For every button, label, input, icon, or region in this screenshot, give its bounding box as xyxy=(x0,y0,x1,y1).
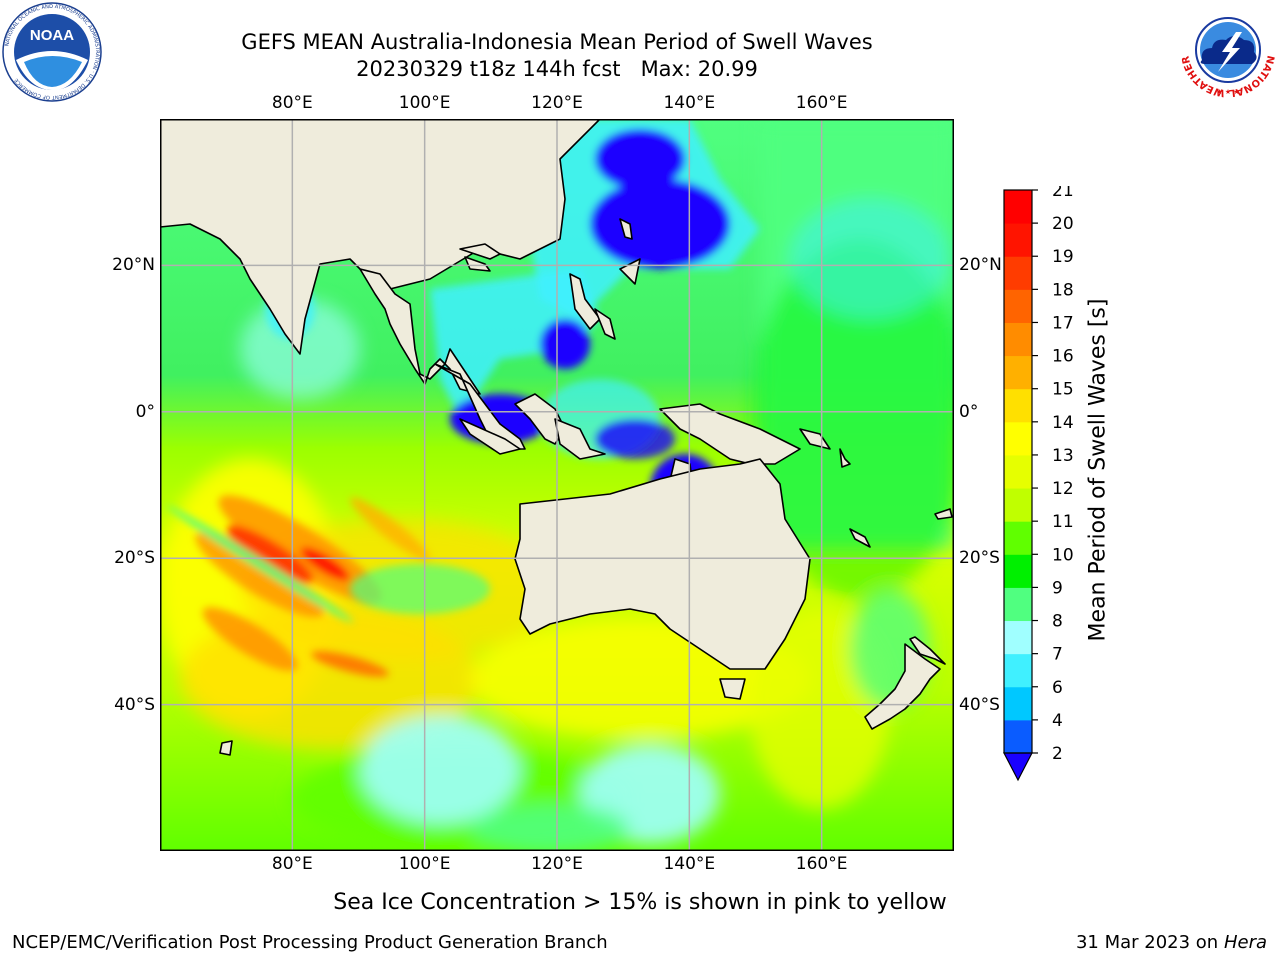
colorbar-bin xyxy=(1004,686,1032,721)
colorbar-bin xyxy=(1004,421,1032,456)
lat-tick-right: 20°N xyxy=(959,255,1002,276)
colorbar-tick-label: 2 xyxy=(1052,744,1063,764)
lat-tick-right: 40°S xyxy=(959,694,1000,715)
lat-tick-right: 0° xyxy=(959,401,979,422)
colorbar-tick-label: 16 xyxy=(1052,347,1074,367)
colorbar-tick-label: 11 xyxy=(1052,512,1074,532)
colorbar-bin xyxy=(1004,554,1032,588)
colorbar-tick-label: 17 xyxy=(1052,313,1074,333)
lat-tick-left: 20°N xyxy=(112,255,155,276)
lat-tick-left: 40°S xyxy=(114,694,155,715)
colorbar-tick-label: 7 xyxy=(1052,645,1063,665)
colorbar-tick-label: 13 xyxy=(1052,446,1074,466)
colorbar: 2 4 6 7 8 9 10 11 12 13 14 15 16 17 18 19 20 21 xyxy=(1003,186,1074,782)
colorbar-tick-label: 15 xyxy=(1052,380,1074,400)
graticule xyxy=(160,119,954,851)
noaa-logo: NOAA NATIONAL OCEANIC AND ATMOSPHERIC AD… xyxy=(2,2,102,102)
colorbar-bin xyxy=(1004,521,1032,555)
colorbar-frame xyxy=(1003,189,1033,754)
colorbar-bin xyxy=(1004,388,1032,423)
colorbar-label: Mean Period of Swell Waves [s] xyxy=(1085,298,1111,642)
land xyxy=(160,119,953,756)
lon-tick-bottom: 120°E xyxy=(531,854,583,874)
lon-tick-top: 160°E xyxy=(795,93,848,113)
lon-tick-bottom: 100°E xyxy=(398,854,451,874)
colorbar-tick-label: 20 xyxy=(1052,214,1074,234)
colorbar-tick-label: 12 xyxy=(1052,479,1074,499)
colorbar-tick-label: 9 xyxy=(1052,578,1063,598)
colorbar-bin xyxy=(1004,488,1032,522)
lat-tick-left: 0° xyxy=(135,401,155,422)
colorbar-tick-label: 4 xyxy=(1052,711,1063,731)
colorbar-tick-label: 19 xyxy=(1052,247,1074,267)
lon-tick-top: 120°E xyxy=(531,93,583,113)
colorbar-bin xyxy=(1004,653,1032,688)
colorbar-bin xyxy=(1004,587,1032,622)
colorbar-bin xyxy=(1004,190,1032,224)
noaa-logo-text: NOAA xyxy=(30,27,74,44)
lon-tick-bottom: 80°E xyxy=(271,854,313,874)
footer-date-text: 31 Mar 2023 on xyxy=(1075,932,1219,953)
map-title: GEFS MEAN Australia-Indonesia Mean Perio… xyxy=(241,30,873,54)
colorbar-bin xyxy=(1004,256,1032,290)
lon-tick-bottom: 160°E xyxy=(795,854,848,874)
lat-tick-left: 20°S xyxy=(114,548,155,569)
footer-credit: NCEP/EMC/Verification Post Processing Pr… xyxy=(12,932,608,953)
nws-logo: NATIONAL WEATHER SERVICE ★ ★ ★ xyxy=(1178,2,1276,98)
footer-host: Hera xyxy=(1223,932,1267,953)
high-swell-band xyxy=(166,495,430,677)
colorbar-bin xyxy=(1004,454,1032,489)
footer-date: 31 Mar 2023 on Hera xyxy=(1076,932,1267,953)
colorbar-bin xyxy=(1004,289,1032,323)
map-subtitle: 20230329 t18z 144h fcst Max: 20.99 xyxy=(356,57,758,81)
lon-tick-top: 80°E xyxy=(271,93,313,113)
lat-tick-right: 20°S xyxy=(959,548,1000,569)
colorbar-tick-label: 18 xyxy=(1052,280,1074,300)
colorbar-bin xyxy=(1004,355,1032,390)
colorbar-bin xyxy=(1004,620,1032,655)
colorbar-tick-label: 21 xyxy=(1052,186,1074,201)
lon-tick-top: 100°E xyxy=(398,93,451,113)
colorbar-bin xyxy=(1004,322,1032,357)
sea-ice-note: Sea Ice Concentration > 15% is shown in … xyxy=(333,890,947,915)
colorbar-tick-label: 6 xyxy=(1052,678,1063,698)
svg-text:★ ★ ★: ★ ★ ★ xyxy=(1216,88,1239,96)
colorbar-tick-label: 10 xyxy=(1052,545,1074,565)
colorbar-tick-label: 14 xyxy=(1052,413,1074,433)
colorbar-tick-label: 8 xyxy=(1052,612,1063,632)
lon-tick-bottom: 140°E xyxy=(663,854,716,874)
swell-period-map xyxy=(160,119,954,851)
colorbar-underflow xyxy=(1003,752,1033,782)
colorbar-bin xyxy=(1004,223,1032,257)
colorbar-bin xyxy=(1004,719,1032,754)
lon-tick-top: 140°E xyxy=(663,93,716,113)
